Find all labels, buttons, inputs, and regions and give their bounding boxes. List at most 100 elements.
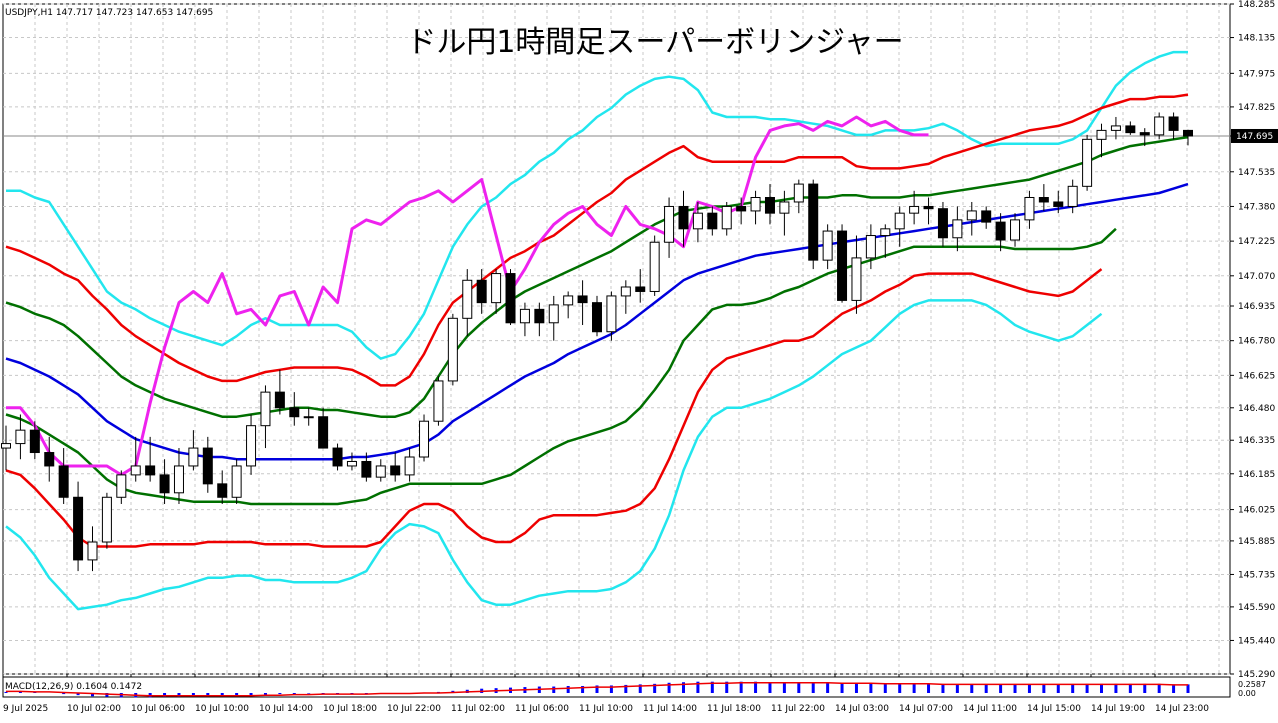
candle-body (318, 416, 329, 449)
indicator-line (6, 115, 929, 477)
candle-body (332, 447, 343, 467)
candle-body (1082, 138, 1093, 187)
time-tick-label: 11 Jul 10:00 (579, 704, 633, 714)
candle-body (433, 380, 444, 422)
candle-body (678, 205, 689, 230)
candle-body (1110, 125, 1121, 131)
candle-body (303, 416, 314, 419)
candle-body (1168, 116, 1179, 131)
candle-body (736, 205, 747, 212)
time-tick-label: 10 Jul 18:00 (323, 704, 377, 714)
time-tick-label: 14 Jul 23:00 (1155, 704, 1209, 714)
candle-body (101, 496, 112, 543)
candle-body (505, 273, 516, 324)
candle-body (246, 425, 257, 467)
time-tick-label: 11 Jul 18:00 (707, 704, 761, 714)
candle-body (664, 205, 675, 243)
candle-body (1010, 219, 1021, 241)
price-tick-label: 145.885 (1238, 537, 1275, 547)
price-tick-label: 146.935 (1238, 302, 1275, 312)
macd-tick-label: 0.2587 (1238, 680, 1266, 689)
candle-body (1053, 201, 1064, 207)
symbol-header: USDJPY,H1 147.717 147.723 147.653 147.69… (5, 8, 213, 18)
candle-body (217, 483, 228, 498)
time-tick-label: 11 Jul 22:00 (771, 704, 825, 714)
candle-body (260, 391, 271, 427)
grid (2, 3, 1231, 675)
candle-body (966, 210, 977, 221)
candle-body (346, 460, 357, 467)
candle-body (1024, 197, 1035, 221)
candle-body (563, 295, 574, 306)
price-tick-label: 146.780 (1238, 337, 1275, 347)
time-tick-label: 10 Jul 02:00 (67, 704, 121, 714)
candle-body (952, 219, 963, 239)
time-tick-label: 10 Jul 10:00 (195, 704, 249, 714)
candle-body (1183, 129, 1193, 137)
candle-body (937, 208, 948, 239)
price-tick-label: 146.335 (1238, 436, 1275, 446)
price-tick-label: 145.440 (1238, 636, 1275, 646)
candle-body (1139, 132, 1150, 136)
macd-tick-label: 0.00 (1238, 689, 1256, 698)
price-tick-label: 146.025 (1238, 506, 1275, 516)
candle-body (606, 295, 617, 333)
candle-body (1125, 125, 1136, 134)
price-tick-label: 148.285 (1238, 0, 1275, 10)
candle-body (519, 308, 530, 324)
candle-body (837, 230, 848, 301)
time-tick-label: 10 Jul 06:00 (131, 704, 185, 714)
price-tick-label: 147.535 (1238, 168, 1275, 178)
price-tick-label: 146.185 (1238, 470, 1275, 480)
plot-area (2, 3, 1231, 675)
candle-body (534, 308, 545, 324)
time-tick-label: 14 Jul 11:00 (963, 704, 1017, 714)
time-tick-label: 9 Jul 2025 (3, 704, 48, 714)
price-tick-label: 146.480 (1238, 404, 1275, 414)
candle-body (822, 230, 833, 261)
price-tick-label: 145.290 (1238, 670, 1275, 680)
time-tick-label: 14 Jul 07:00 (899, 704, 953, 714)
candle-body (58, 465, 69, 498)
price-axis: 148.285 148.135 147.975 147.825 147.535 147.3… (1230, 0, 1278, 680)
candle-body (923, 205, 934, 210)
macd-label: MACD(12,26,9) 0.1604 0.1472 (5, 682, 142, 692)
price-tick-label: 146.625 (1238, 371, 1275, 381)
candle-body (1154, 116, 1165, 136)
time-tick-label: 14 Jul 03:00 (835, 704, 889, 714)
candle-body (779, 201, 790, 214)
candle-body (231, 465, 242, 498)
candle-body (447, 317, 458, 382)
candle-body (1038, 197, 1049, 203)
price-tick-label: 145.735 (1238, 570, 1275, 580)
candle-body (750, 197, 761, 212)
candle-body (635, 286, 646, 292)
time-axis: 9 Jul 2025 10 Jul 02:00 10 Jul 06:00 10 Jul… (2, 674, 1209, 714)
current-price-badge (1231, 128, 1278, 143)
candle-body (361, 460, 372, 478)
candle-body (548, 304, 559, 324)
candle-body (145, 465, 156, 476)
candle-body (173, 465, 184, 494)
candle-body (577, 295, 588, 304)
candle-body (390, 465, 401, 476)
time-tick-label: 11 Jul 14:00 (643, 704, 697, 714)
indicator-line (5, 268, 1103, 548)
time-tick-label: 14 Jul 15:00 (1027, 704, 1081, 714)
candle-body (274, 391, 285, 409)
price-tick-label: 145.590 (1238, 603, 1275, 613)
chart-title: ドル円1時間足スーパーボリンジャー (406, 25, 903, 60)
price-tick-label: 148.135 (1238, 34, 1275, 44)
indicator-line (5, 299, 1103, 611)
candle-body (851, 257, 862, 301)
candle-body (188, 447, 199, 467)
indicator-line (5, 135, 1189, 418)
candle-body (865, 235, 876, 259)
price-tick-label: 147.070 (1238, 272, 1275, 282)
candle-body (87, 541, 98, 561)
candle-body (592, 302, 602, 333)
candle-body (404, 456, 415, 476)
indicator-line (5, 227, 1117, 506)
